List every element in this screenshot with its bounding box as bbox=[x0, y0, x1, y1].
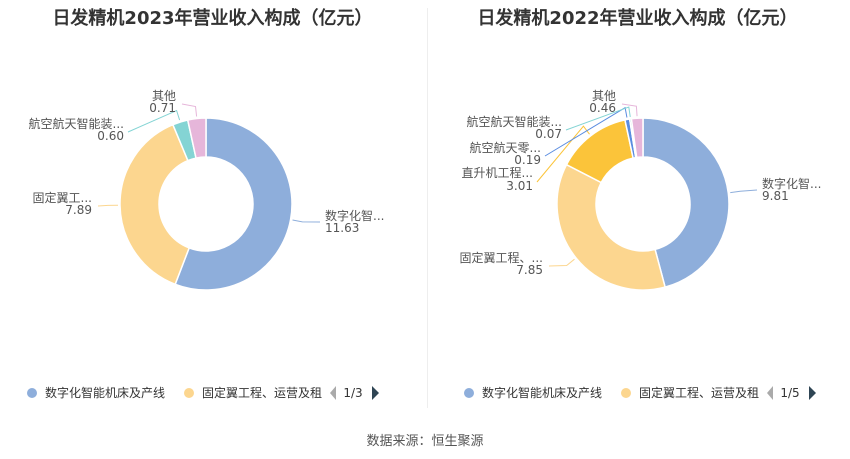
leader-line-4 bbox=[565, 106, 631, 131]
leader-line-2 bbox=[127, 109, 181, 133]
panel-divider bbox=[427, 8, 428, 408]
legend-next-icon[interactable] bbox=[372, 386, 379, 400]
slice-value-0: 9.81 bbox=[762, 189, 789, 203]
slice-value-2: 0.60 bbox=[97, 129, 124, 143]
donut-slice-5[interactable] bbox=[630, 117, 644, 159]
slice-label-3: 其他 bbox=[152, 89, 176, 103]
legend: 数字化智能机床及产线 固定翼工程、运营及租 1/5 bbox=[464, 385, 816, 400]
leader-line-1 bbox=[548, 258, 575, 267]
donut-slices bbox=[556, 117, 730, 291]
legend-item-0[interactable]: 数字化智能机床及产线 bbox=[482, 385, 602, 400]
legend-swatch-0 bbox=[464, 388, 474, 398]
slice-label-1: 固定翼工... bbox=[33, 190, 92, 205]
leader-line-3 bbox=[544, 106, 628, 157]
legend-prev-icon[interactable] bbox=[767, 386, 773, 400]
donut-slices bbox=[119, 117, 293, 291]
legend-page-indicator: 1/5 bbox=[780, 386, 799, 400]
legend: 数字化智能机床及产线 固定翼工程、运营及租 1/3 bbox=[27, 385, 379, 400]
slice-value-3: 0.71 bbox=[149, 101, 176, 115]
donut-slice-0[interactable] bbox=[642, 117, 730, 289]
chart-2023-title: 日发精机2023年营业收入构成（亿元） bbox=[52, 8, 373, 29]
slice-label-2: 航空航天智能装... bbox=[29, 116, 124, 131]
legend-swatch-1 bbox=[184, 388, 194, 398]
data-source-note: 数据来源：恒生聚源 bbox=[366, 434, 484, 449]
chart-2023-panel: 日发精机2023年营业收入构成（亿元） 数字化智... 11.63 固定翼工... 7… bbox=[0, 0, 425, 410]
legend-item-1[interactable]: 固定翼工程、运营及租 bbox=[639, 385, 759, 400]
slice-value-0: 11.63 bbox=[325, 221, 359, 235]
slice-label-5: 其他 bbox=[592, 89, 616, 103]
slice-label-4: 航空航天智能装... bbox=[467, 114, 562, 129]
chart-2022-panel: 日发精机2022年营业收入构成（亿元） 数字化智... 9.81 固定翼工程、...… bbox=[425, 0, 850, 410]
slice-label-0: 数字化智... bbox=[762, 176, 821, 191]
leader-line-5 bbox=[621, 103, 638, 117]
legend-page-indicator: 1/3 bbox=[343, 386, 362, 400]
leader-line-2 bbox=[536, 125, 590, 183]
legend-swatch-0 bbox=[27, 388, 37, 398]
slice-label-1: 固定翼工程、... bbox=[460, 250, 543, 265]
leader-line-0 bbox=[730, 189, 758, 194]
chart-2022-title: 日发精机2022年营业收入构成（亿元） bbox=[477, 8, 798, 29]
leader-line-1 bbox=[97, 204, 119, 207]
donut-slice-1[interactable] bbox=[556, 163, 667, 291]
leader-line-3 bbox=[181, 103, 198, 117]
legend-prev-icon[interactable] bbox=[330, 386, 336, 400]
slice-label-0: 数字化智... bbox=[325, 208, 384, 223]
slice-value-1: 7.89 bbox=[65, 203, 92, 217]
legend-next-icon[interactable] bbox=[809, 386, 816, 400]
donut-slice-3[interactable] bbox=[186, 117, 207, 159]
leader-line-0 bbox=[292, 219, 321, 223]
slice-value-5: 0.46 bbox=[589, 101, 616, 115]
slice-value-3: 0.19 bbox=[514, 153, 541, 167]
donut-slice-0[interactable] bbox=[174, 117, 293, 291]
legend-item-0[interactable]: 数字化智能机床及产线 bbox=[45, 385, 165, 400]
chart-2023-donut: 数字化智...11.63 固定翼工...7.89 航空航天智能装...0.60 其他0… bbox=[27, 89, 384, 400]
slice-label-3: 航空航天零... bbox=[470, 140, 541, 155]
donut-slice-1[interactable] bbox=[119, 123, 191, 286]
slice-value-2: 3.01 bbox=[506, 179, 533, 193]
slice-value-1: 7.85 bbox=[516, 263, 543, 277]
slice-value-4: 0.07 bbox=[535, 127, 562, 141]
legend-item-1[interactable]: 固定翼工程、运营及租 bbox=[202, 385, 322, 400]
chart-2022-donut: 数字化智...9.81 固定翼工程、...7.85 直升机工程...3.01 航空航天… bbox=[460, 89, 821, 400]
slice-label-2: 直升机工程... bbox=[462, 165, 533, 180]
legend-swatch-1 bbox=[621, 388, 631, 398]
